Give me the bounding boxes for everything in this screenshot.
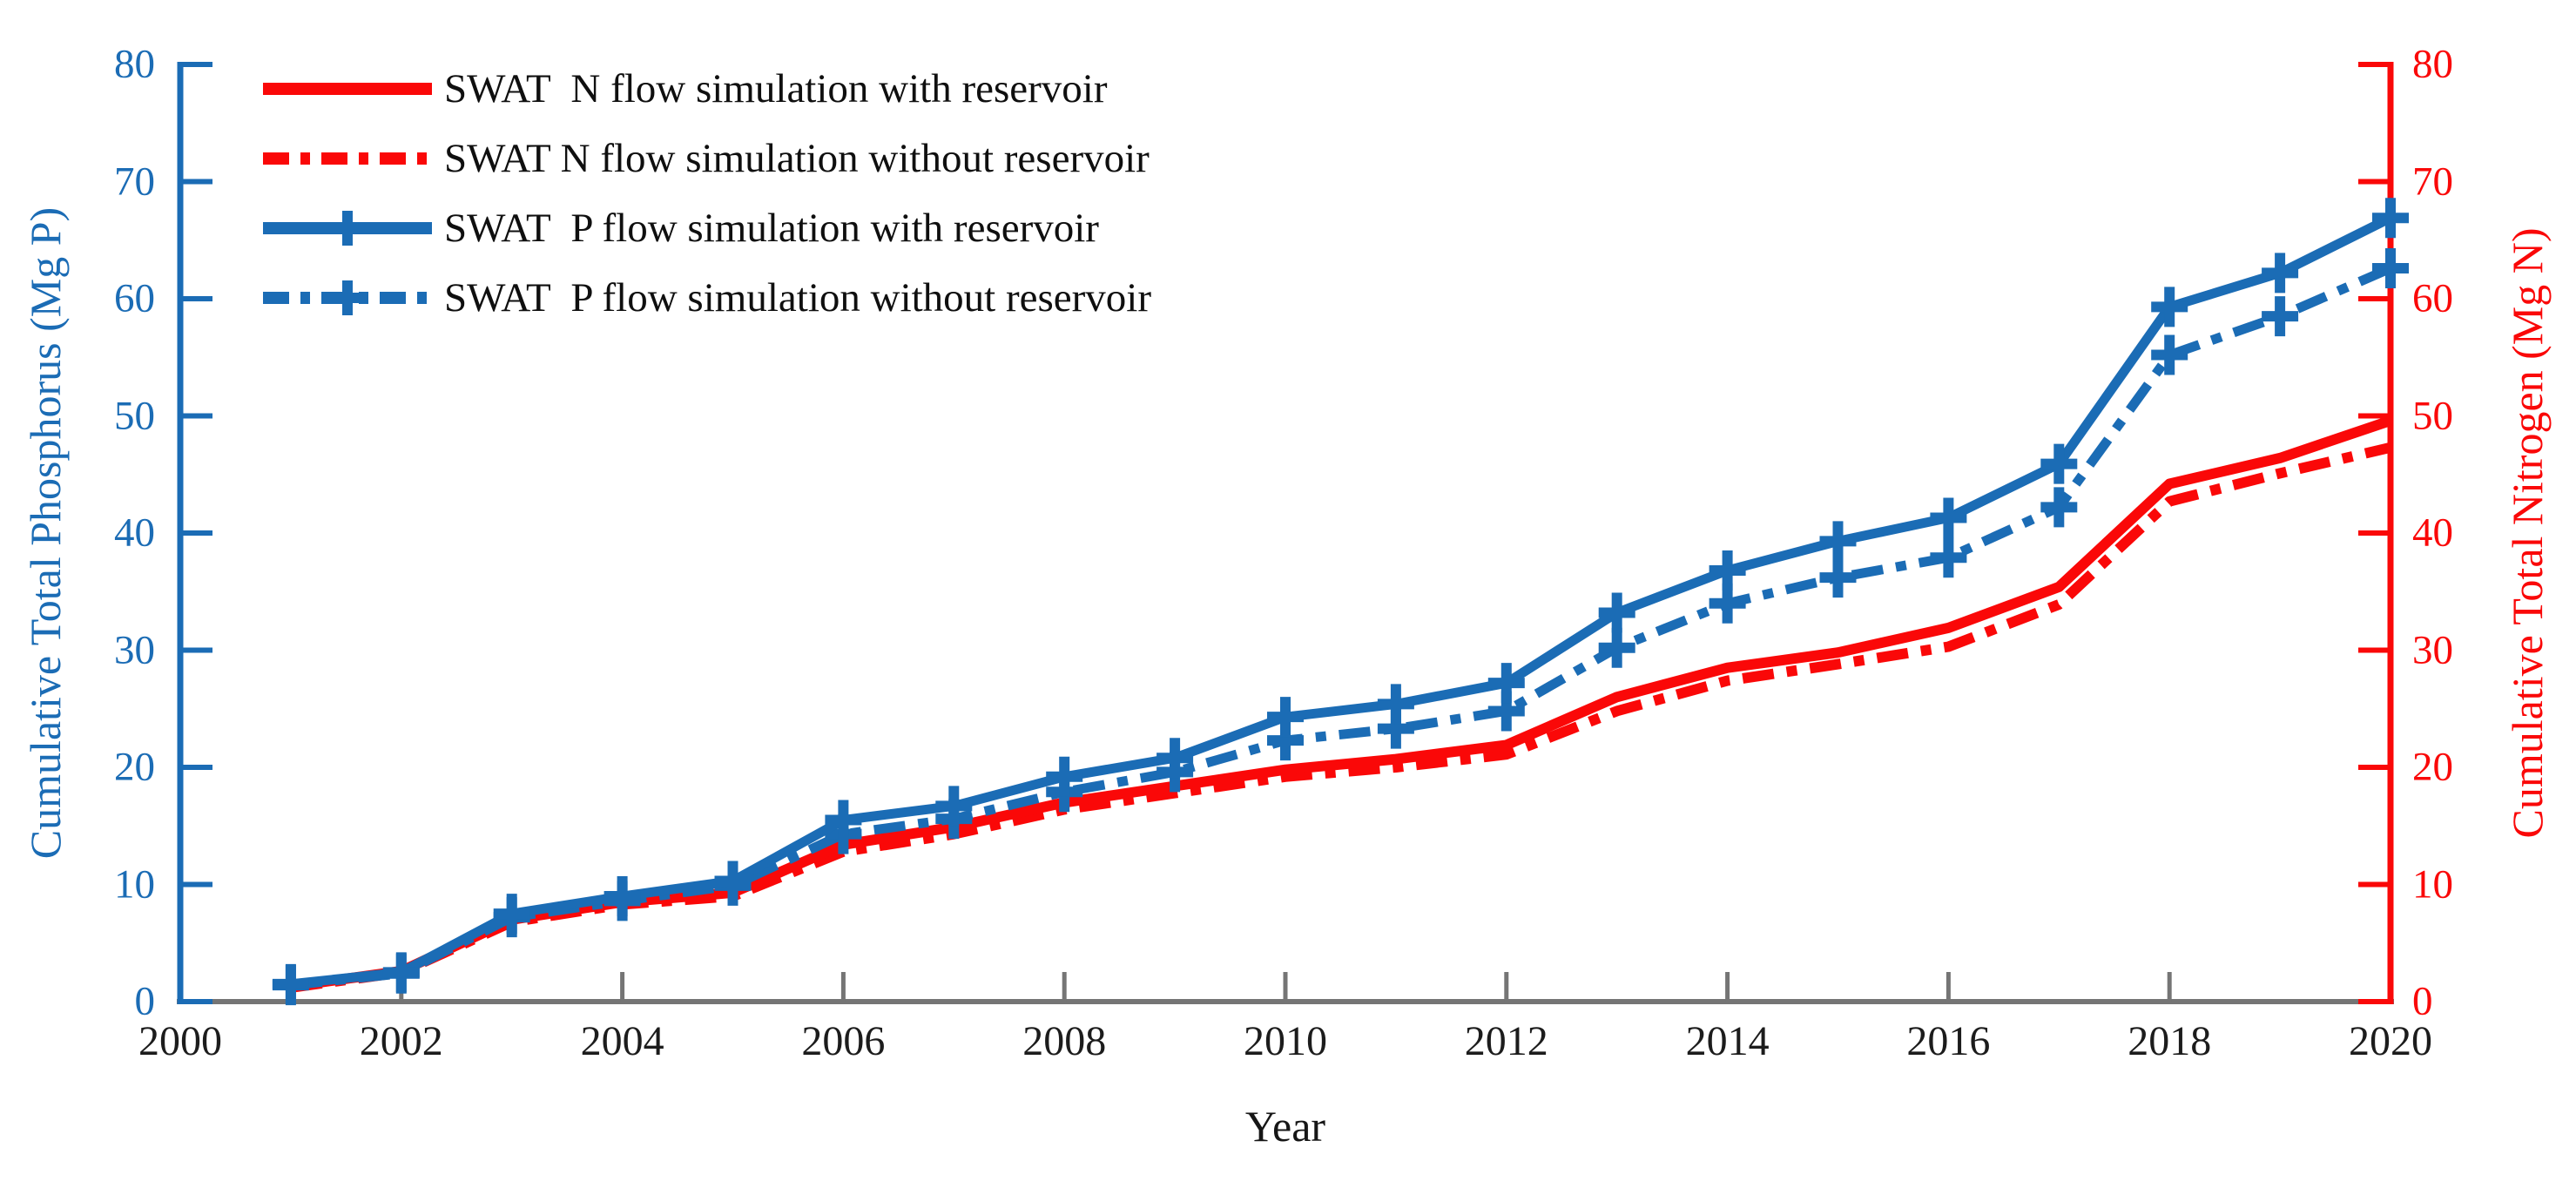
y-right-tick-label-0: 0 bbox=[2412, 978, 2433, 1024]
legend-label: SWAT N flow simulation with reservoir bbox=[444, 65, 1108, 111]
x-tick-label-2014: 2014 bbox=[1685, 1018, 1770, 1064]
y-right-tick-label-10: 10 bbox=[2412, 861, 2453, 907]
series-markers-swat-p-flow-simulation-without-reservoir bbox=[272, 248, 2409, 1006]
x-tick-label-2016: 2016 bbox=[1906, 1018, 1991, 1064]
y-left-tick-label-70: 70 bbox=[114, 159, 155, 204]
y-right-tick-label-40: 40 bbox=[2412, 510, 2453, 556]
y-right-tick-label-80: 80 bbox=[2412, 41, 2453, 87]
x-tick-label-2006: 2006 bbox=[801, 1018, 886, 1064]
x-axis-title: Year bbox=[1244, 1102, 1326, 1151]
y-left-tick-label-30: 30 bbox=[114, 627, 155, 672]
legend-item-swat-n-flow-simulation-without-reservoir: SWAT N flow simulation without reservoir bbox=[261, 138, 1150, 179]
y-left-tick-label-10: 10 bbox=[114, 861, 155, 907]
legend-sample-dashdot-plus bbox=[263, 280, 432, 315]
y-axis-left-title: Cumulative Total Phosphorus (Mg P) bbox=[21, 206, 70, 860]
y-left-tick-label-40: 40 bbox=[114, 510, 155, 556]
y-left-tick-label-60: 60 bbox=[114, 275, 155, 321]
series-line-swat-p-flow-simulation-with-reservoir bbox=[290, 213, 2393, 989]
series-markers-swat-p-flow-simulation-with-reservoir bbox=[272, 198, 2409, 1004]
legend-item-swat-p-flow-simulation-with-reservoir: SWAT P flow simulation with reservoir bbox=[261, 207, 1099, 249]
y-axis-right-title: Cumulative Total Nitrogen (Mg N) bbox=[2503, 227, 2552, 839]
series-line-swat-p-flow-simulation-without-reservoir bbox=[290, 263, 2393, 990]
legend-sample-solid bbox=[263, 83, 432, 95]
x-tick-label-2018: 2018 bbox=[2128, 1018, 2212, 1064]
y-right-tick-label-60: 60 bbox=[2412, 275, 2453, 321]
legend-sample-dashdot bbox=[263, 152, 432, 165]
y-right-tick-label-20: 20 bbox=[2412, 744, 2453, 790]
x-tick-label-2020: 2020 bbox=[2349, 1018, 2432, 1064]
x-tick-label-2004: 2004 bbox=[580, 1018, 664, 1064]
x-tick-label-2010: 2010 bbox=[1244, 1018, 1327, 1064]
x-tick-label-2002: 2002 bbox=[359, 1018, 443, 1064]
y-right-tick-label-30: 30 bbox=[2412, 627, 2453, 672]
legend-label: SWAT N flow simulation without reservoir bbox=[444, 135, 1150, 181]
y-right-tick-label-50: 50 bbox=[2412, 393, 2453, 438]
x-tick-label-2012: 2012 bbox=[1464, 1018, 1548, 1064]
plus-marker-icon bbox=[330, 211, 365, 246]
legend-sample-solid-plus bbox=[263, 211, 432, 246]
x-tick-label-2008: 2008 bbox=[1022, 1018, 1107, 1064]
legend-item-swat-p-flow-simulation-without-reservoir: SWAT P flow simulation without reservoir bbox=[261, 277, 1151, 319]
y-left-tick-label-20: 20 bbox=[114, 744, 155, 790]
legend-item-swat-n-flow-simulation-with-reservoir: SWAT N flow simulation with reservoir bbox=[261, 68, 1108, 110]
legend-label: SWAT P flow simulation without reservoir bbox=[444, 274, 1152, 321]
y-right-tick-label-70: 70 bbox=[2412, 159, 2453, 204]
y-left-tick-label-80: 80 bbox=[114, 41, 155, 87]
legend-label: SWAT P flow simulation with reservoir bbox=[444, 205, 1099, 251]
x-tick-label-2000: 2000 bbox=[138, 1018, 222, 1064]
y-left-tick-label-50: 50 bbox=[114, 393, 155, 438]
plus-marker-icon bbox=[330, 280, 365, 315]
y-left-tick-label-0: 0 bbox=[134, 978, 156, 1024]
